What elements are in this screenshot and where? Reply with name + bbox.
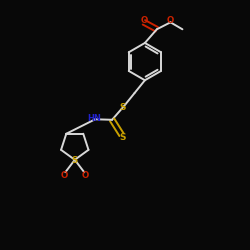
Text: O: O <box>82 171 89 180</box>
Text: O: O <box>140 16 147 25</box>
Text: O: O <box>167 16 174 25</box>
Text: S: S <box>120 133 126 142</box>
Text: HN: HN <box>87 114 101 122</box>
Text: S: S <box>72 156 78 165</box>
Text: S: S <box>119 103 126 112</box>
Text: O: O <box>60 171 68 180</box>
